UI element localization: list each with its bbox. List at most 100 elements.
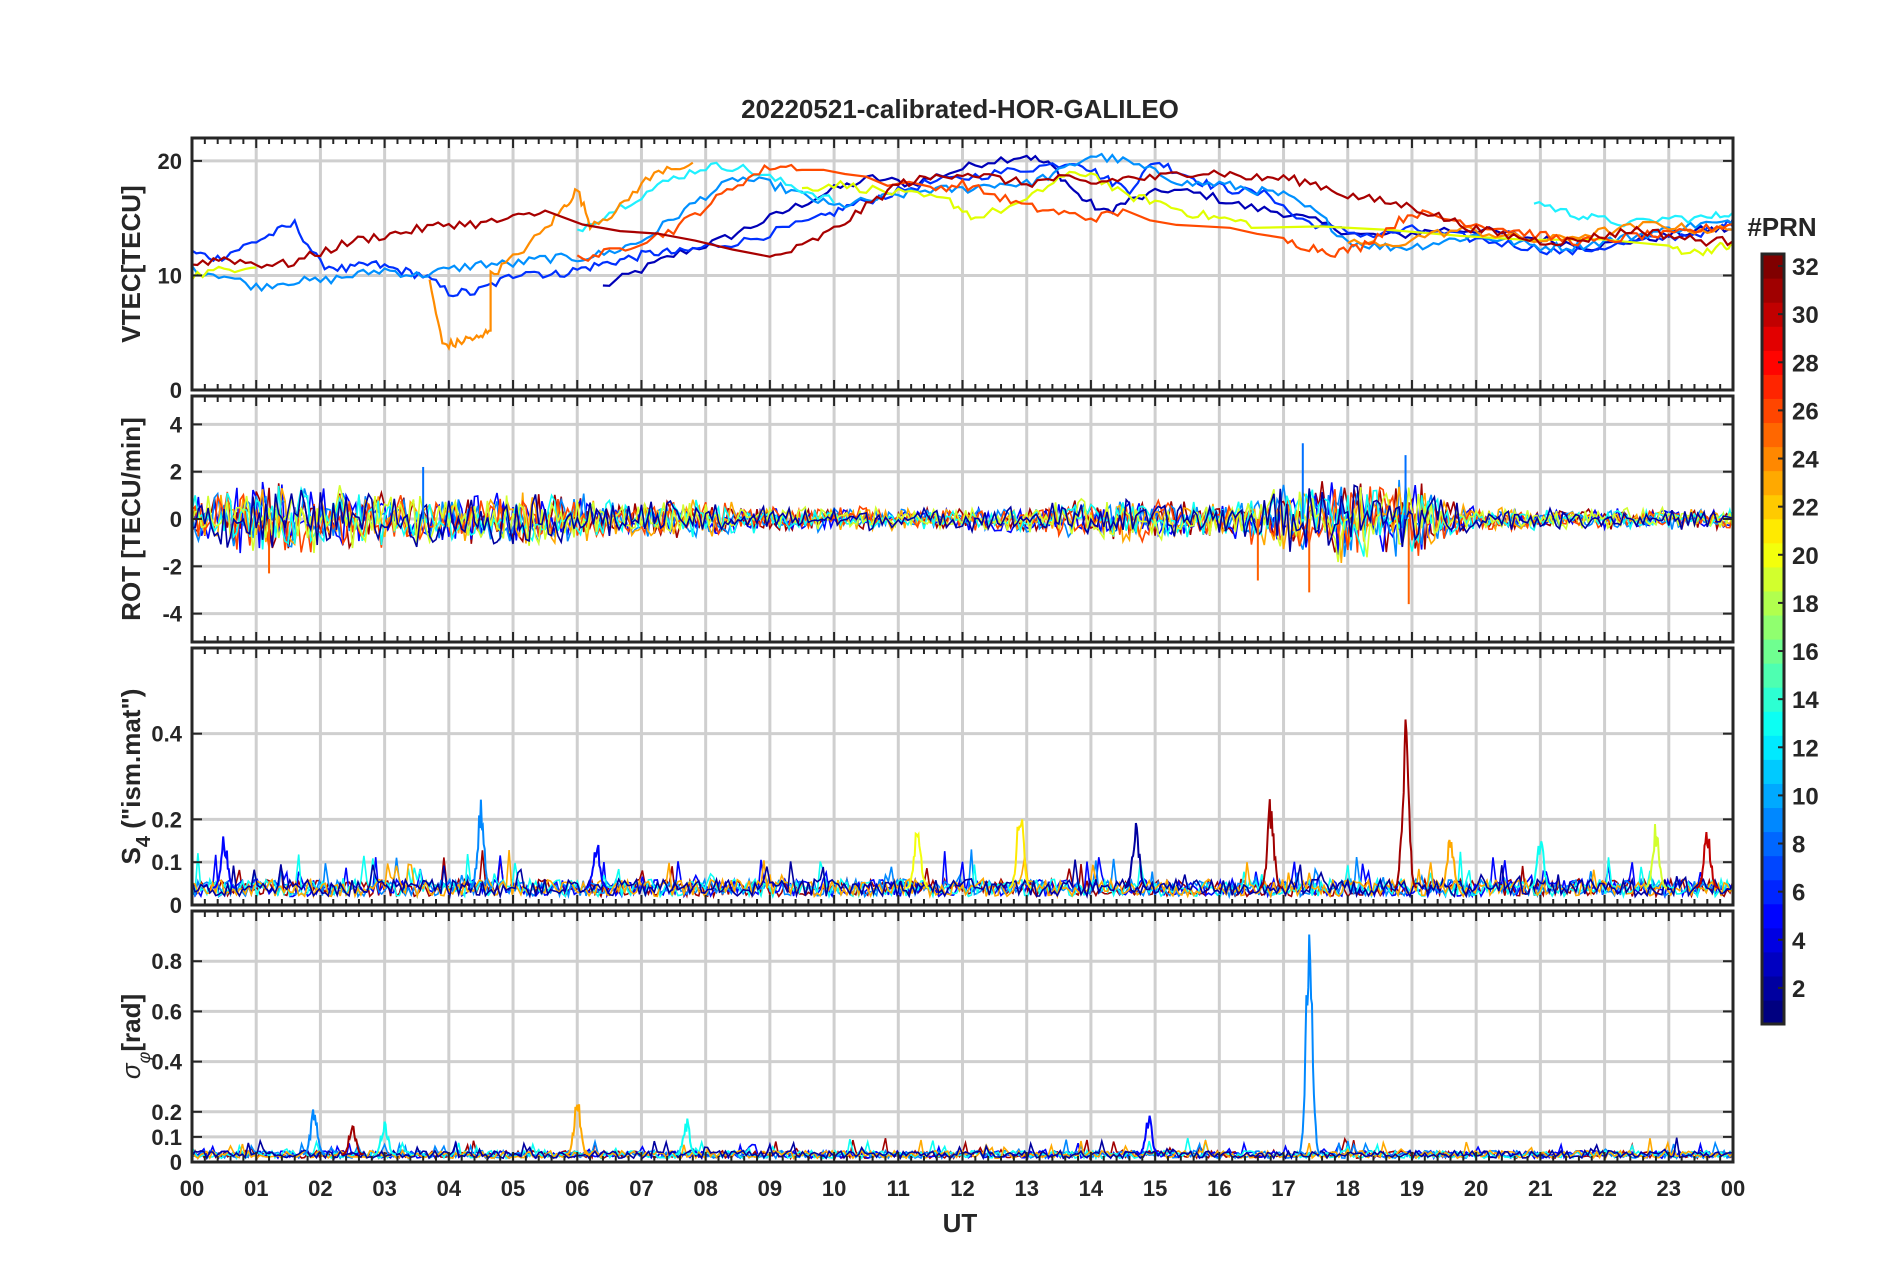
y-tick-label: 2: [170, 460, 182, 485]
s4-peak: [1008, 819, 1032, 889]
x-tick-label: 09: [758, 1176, 782, 1201]
s4-peak: [1644, 824, 1668, 889]
colorbar-segment: [1762, 855, 1784, 881]
s4-peak: [469, 799, 493, 889]
colorbar-tick-label: 30: [1792, 302, 1819, 329]
colorbar-segment: [1762, 542, 1784, 568]
colorbar-segment: [1762, 999, 1784, 1025]
rot-series-prn2: [192, 484, 1733, 552]
colorbar-tick-label: 16: [1792, 639, 1819, 666]
colorbar-segment: [1762, 518, 1784, 544]
vtec-series-prn26: [576, 163, 1733, 262]
s4-series-prn2: [192, 859, 1733, 900]
panel-vtec: 0 10 20 VTEC[TECU]: [116, 136, 1735, 403]
colorbar-segment: [1762, 879, 1784, 905]
x-tick-label: 17: [1271, 1176, 1295, 1201]
sigma_phi-peak: [565, 1104, 589, 1156]
y-tick-label: 0.2: [151, 807, 182, 832]
sigma_phi-peak: [675, 1118, 698, 1156]
plot-area-s4: [192, 719, 1733, 900]
x-tick-label: 23: [1657, 1176, 1681, 1201]
y-tick-label: 0: [170, 893, 182, 918]
colorbar-segment: [1762, 278, 1784, 303]
y-axis-label-sigma_phi: σφ[rad]: [116, 994, 154, 1079]
y-tick-label: 0.4: [151, 1050, 182, 1075]
x-tick-label: 13: [1014, 1176, 1038, 1201]
x-tick-label: 20: [1464, 1176, 1488, 1201]
colorbar-segment: [1762, 422, 1784, 448]
plot-area-vtec: [192, 152, 1733, 351]
colorbar-tick-label: 14: [1792, 687, 1819, 714]
y-tick-label: 4: [170, 412, 183, 437]
x-tick-label: 04: [437, 1176, 462, 1201]
colorbar-tick-label: 22: [1792, 495, 1819, 522]
x-tick-label: 15: [1143, 1176, 1167, 1201]
x-tick-label: 08: [693, 1176, 717, 1201]
colorbar-tick-label: 26: [1792, 398, 1819, 425]
x-tick-label: 06: [565, 1176, 589, 1201]
x-tick-label: 00: [1721, 1176, 1745, 1201]
panel-sigma_phi: 00.10.2 0.4 0.6 0.8 σφ[rad]: [116, 909, 1735, 1175]
y-tick-label: 0.1: [151, 1125, 182, 1150]
x-tick-label: 01: [244, 1176, 268, 1201]
colorbar-tick-label: 18: [1792, 591, 1819, 618]
panel-rot: -4 -2 0 2 4 ROT [TECU/min]: [116, 394, 1735, 644]
colorbar-segment: [1762, 807, 1784, 833]
sigma_phi-peak: [341, 1124, 364, 1156]
x-tick-label: 00: [180, 1176, 204, 1201]
sigma_phi-peak: [373, 1121, 396, 1156]
colorbar-segment: [1762, 398, 1784, 424]
plot-area-rot: [192, 443, 1733, 605]
x-tick-label: 19: [1400, 1176, 1424, 1201]
x-tick-label: 12: [950, 1176, 974, 1201]
colorbar-segment: [1762, 831, 1784, 857]
x-tick-label: 02: [308, 1176, 332, 1201]
colorbar-segment: [1762, 326, 1784, 351]
colorbar-tick-label: 32: [1792, 254, 1819, 281]
colorbar-segment: [1762, 614, 1784, 640]
x-tick-label: 21: [1528, 1176, 1552, 1201]
colorbar-tick-label: 10: [1792, 783, 1819, 810]
y-tick-label: 0.2: [151, 1100, 182, 1125]
x-tick-labels: 00 01 02 03 04 05 06 07 08 09 10 11 12 13 14 15 16 17 18 19…: [180, 1176, 1745, 1201]
y-tick-label: -2: [162, 554, 182, 579]
colorbar-tick-label: 6: [1792, 880, 1805, 907]
y-tick-label: 10: [158, 263, 182, 288]
sigma_phi-peak: [1137, 1115, 1161, 1156]
colorbar-segment: [1762, 350, 1784, 375]
colorbar-segment: [1762, 783, 1784, 809]
colorbar-tick-label: 2: [1792, 976, 1805, 1003]
colorbar-segment: [1762, 254, 1784, 279]
colorbar-segment: [1762, 446, 1784, 472]
s4-peak: [585, 844, 608, 889]
y-axis-label-s4: S4 ("ism.mat"): [116, 689, 155, 865]
colorbar-segment: [1762, 566, 1784, 592]
colorbar-segment: [1762, 494, 1784, 520]
vtec-series-prn9: [192, 152, 1733, 293]
y-tick-label: 20: [158, 149, 182, 174]
colorbar-frame: [1760, 252, 1786, 1026]
colorbar-tick-label: 8: [1792, 832, 1805, 859]
colorbar-segment: [1762, 975, 1784, 1001]
colorbar-segment: [1762, 903, 1784, 929]
y-tick-label: 0: [170, 507, 182, 532]
colorbar-tick-label: 4: [1792, 928, 1806, 955]
y-tick-label: 0: [170, 1150, 182, 1175]
y-tick-label: 0.4: [151, 722, 182, 747]
sigma_phi-peak: [302, 1109, 326, 1156]
sigma_phi-peak: [1297, 934, 1322, 1155]
s4-peak: [1259, 799, 1283, 889]
x-tick-label: 11: [887, 1176, 910, 1201]
y-tick-label: 0.1: [151, 850, 182, 875]
s4-peak: [1528, 841, 1552, 889]
colorbar-segment: [1762, 302, 1784, 327]
s4-series-prn23: [192, 849, 1733, 900]
colorbar-segment: [1762, 711, 1784, 736]
colorbar-segment: [1762, 927, 1784, 953]
colorbar-tick-label: 20: [1792, 543, 1819, 570]
colorbar-segment: [1762, 951, 1784, 977]
y-tick-label: 0.6: [151, 999, 182, 1024]
